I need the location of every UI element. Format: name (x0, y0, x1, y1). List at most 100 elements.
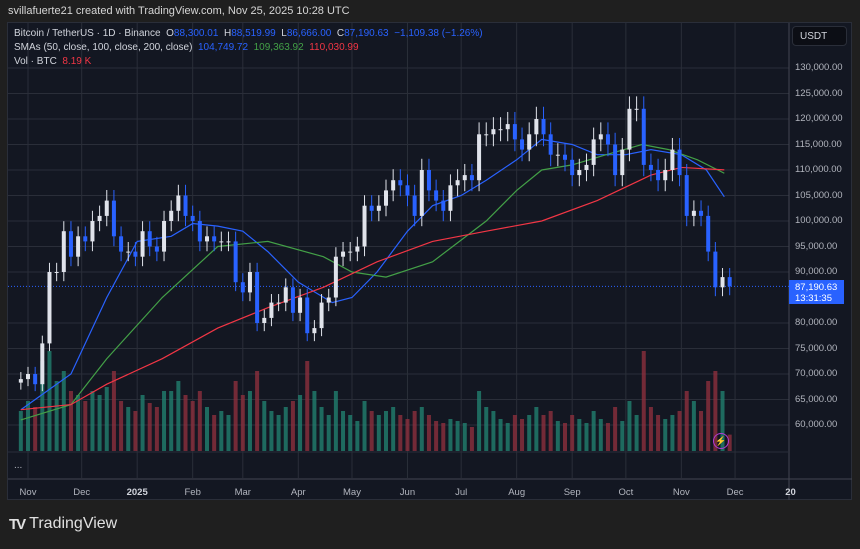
last-price: 87,190.63 (795, 282, 838, 293)
time-tick-label: Dec (73, 487, 91, 498)
volume-bar (419, 407, 424, 451)
candle-body (591, 139, 596, 165)
candle-body (190, 215, 195, 221)
candle-body (441, 200, 446, 211)
volume-bar (469, 427, 474, 451)
volume-bar (613, 407, 618, 451)
time-tick-label: Aug (508, 487, 526, 498)
candle-body (555, 154, 560, 156)
candle-body (162, 221, 167, 252)
candle-body (133, 251, 138, 257)
candle-body (26, 374, 30, 380)
sma-legend[interactable]: SMAs (50, close, 100, close, 200, close)… (14, 42, 359, 53)
candle-body (405, 185, 410, 196)
candle-body (670, 149, 675, 170)
volume-bar (140, 395, 145, 451)
candle-body (269, 302, 274, 318)
candle-body (584, 164, 589, 170)
volume-bar (90, 391, 95, 451)
price-tick-label: 130,000.00 (795, 62, 843, 73)
volume-bar (47, 351, 52, 451)
more-options-dots[interactable]: ... (14, 460, 23, 471)
candle-body (412, 195, 417, 216)
volume-bar (176, 381, 181, 451)
time-tick-label: Jul (455, 487, 468, 498)
candle-body (684, 175, 689, 216)
volume-bar (548, 411, 553, 451)
volume-bar (104, 387, 109, 451)
price-tick-label: 110,000.00 (795, 164, 842, 175)
volume-bar (111, 371, 116, 451)
volume-bar (577, 419, 582, 451)
volume-bar (656, 415, 661, 451)
volume-bar (541, 415, 546, 451)
currency-button[interactable]: USDT (792, 26, 847, 46)
candle-body (419, 170, 424, 216)
candle-body (319, 302, 324, 329)
volume-bar (584, 423, 589, 451)
tradingview-logo-icon: TV (9, 515, 26, 533)
volume-bar (434, 421, 439, 451)
candle-body (384, 190, 388, 206)
candle-body (541, 119, 546, 135)
volume-bar (212, 415, 217, 451)
candle-body (197, 221, 202, 242)
candle-body (305, 297, 310, 334)
volume-bar (527, 415, 532, 451)
volume-bar (190, 401, 195, 451)
candle-body (104, 200, 109, 216)
candle-body (226, 241, 231, 243)
volume-bar (76, 395, 81, 451)
candle-body (247, 272, 252, 293)
volume-bar (255, 371, 260, 451)
ohlc-legend: Bitcoin / TetherUS · 1D · Binance O88,30… (14, 28, 483, 39)
volume-bar (462, 423, 467, 451)
volume-bar (505, 423, 510, 451)
volume-bar (699, 411, 704, 451)
sma200-value: 110,030.99 (309, 42, 359, 53)
volume-bar (591, 411, 596, 451)
candle-body (40, 343, 45, 385)
sma-label: SMAs (50, close, 100, close, 200, close) (14, 42, 193, 53)
candle-body (276, 302, 281, 304)
volume-bar (491, 411, 496, 451)
volume-bar (384, 411, 388, 451)
volume-bar (147, 403, 152, 451)
price-tick-label: 70,000.00 (795, 368, 838, 379)
price-tick-label: 95,000.00 (795, 240, 838, 252)
candle-body (520, 139, 525, 150)
close-value: 87,190.63 (344, 28, 389, 39)
candle-body (140, 231, 145, 257)
volume-bar (598, 419, 603, 451)
candle-body (18, 379, 23, 383)
lightning-icon[interactable]: ⚡ (713, 433, 729, 449)
close-label: C (336, 28, 345, 39)
volume-label: Vol · BTC (14, 56, 57, 67)
candle-body (613, 144, 618, 176)
volume-bar (520, 419, 525, 451)
sma-line-100 (20, 143, 725, 421)
candle-body (469, 175, 474, 181)
volume-bar (663, 419, 668, 451)
candle-body (176, 195, 181, 211)
candle-body (720, 277, 725, 288)
candle-body (448, 185, 453, 211)
candle-body (61, 231, 66, 272)
volume-bar (312, 391, 317, 451)
volume-legend[interactable]: Vol · BTC 8.19 K (14, 56, 91, 67)
volume-bar (641, 351, 646, 451)
candle-body (90, 221, 95, 242)
candle-body (240, 282, 245, 293)
volume-bar (33, 407, 38, 451)
chart-credit: svillafuerte21 created with TradingView.… (8, 5, 350, 17)
time-tick-label: 2025 (126, 487, 148, 498)
price-tick-label: 65,000.00 (795, 393, 838, 405)
candle-body (634, 108, 639, 110)
volume-bar (197, 391, 202, 451)
volume-bar (183, 395, 188, 451)
volume-bar (40, 361, 45, 451)
price-tick-label: 120,000.00 (795, 113, 843, 124)
symbol-label[interactable]: Bitcoin / TetherUS · 1D · Binance (14, 28, 161, 39)
volume-bar (68, 391, 73, 451)
